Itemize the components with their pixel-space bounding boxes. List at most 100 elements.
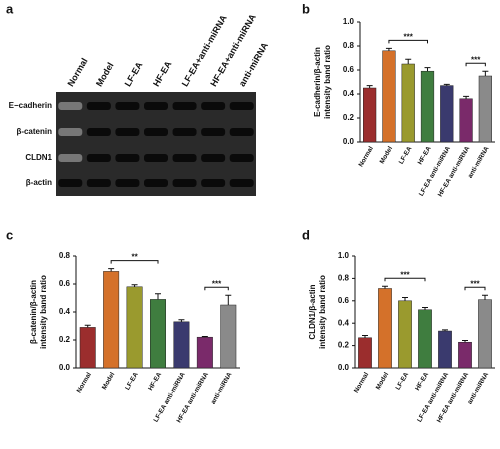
panel-label: a (6, 1, 14, 16)
y-axis-label: intensity band ratio (39, 275, 48, 349)
band (201, 102, 226, 110)
significance-label: *** (471, 55, 481, 64)
bar (196, 336, 213, 369)
band (172, 102, 197, 110)
bar (420, 70, 435, 143)
band (201, 179, 226, 187)
y-tick-label: 0.8 (59, 251, 71, 260)
bar (458, 341, 472, 369)
x-tick-label: Normal (358, 145, 375, 168)
bar (220, 304, 237, 369)
protein-label: E−cadherin (9, 101, 52, 110)
bar (440, 85, 454, 143)
panel-label: d (302, 227, 310, 242)
lane-label: LF-EA (123, 60, 145, 88)
error-bar (382, 285, 388, 289)
protein-label: β-catenin (16, 127, 52, 136)
x-tick-label: LF-EA (395, 371, 411, 391)
band (201, 154, 226, 162)
significance-bracket (464, 286, 486, 291)
band (115, 179, 140, 187)
error-bar (462, 340, 468, 343)
band (144, 179, 168, 187)
band (115, 102, 140, 110)
x-tick-label: Model (379, 145, 395, 165)
significance-label: *** (470, 279, 480, 288)
error-bar (402, 296, 408, 301)
y-tick-label: 0.8 (343, 41, 355, 50)
band (86, 179, 111, 187)
y-tick-label: 0.2 (338, 341, 350, 350)
x-tick-label: HF-EA (414, 371, 430, 392)
error-bar (463, 95, 470, 99)
band (86, 102, 111, 110)
bar (382, 50, 396, 143)
x-tick-label: LF-EA (398, 145, 414, 165)
error-bar (366, 85, 373, 88)
y-tick-label: 0.8 (338, 274, 350, 283)
bar (459, 98, 473, 143)
y-tick-label: 1.0 (338, 251, 350, 260)
y-tick-label: 1.0 (343, 17, 355, 26)
band (172, 179, 197, 187)
error-bar (385, 47, 392, 51)
y-axis-label: intensity band ratio (318, 275, 327, 349)
significance-bracket (465, 62, 486, 67)
significance-label: *** (212, 279, 222, 288)
band (86, 154, 111, 162)
y-tick-label: 0.2 (59, 335, 71, 344)
bar (398, 300, 412, 369)
x-tick-label: HF-EA (147, 371, 163, 392)
bar (478, 299, 492, 369)
bar (358, 337, 372, 369)
error-bar (482, 70, 489, 76)
y-tick-label: 0.0 (59, 363, 71, 372)
band (86, 128, 111, 136)
x-tick-label: Normal (76, 371, 93, 394)
significance-label: ** (131, 253, 138, 262)
significance-bracket (204, 286, 229, 291)
bar (103, 271, 120, 369)
error-bar (108, 268, 115, 272)
bar (363, 87, 377, 143)
band (229, 154, 254, 162)
error-bar (362, 335, 368, 338)
error-bar (201, 336, 208, 338)
band (115, 154, 140, 162)
error-bar (424, 67, 431, 72)
significance-label: *** (400, 270, 410, 279)
band (58, 128, 83, 136)
y-tick-label: 0.6 (338, 296, 350, 305)
bar (418, 309, 432, 369)
x-tick-label: Model (375, 371, 391, 391)
error-bar (178, 319, 185, 322)
band (201, 128, 226, 136)
x-tick-label: Normal (353, 371, 370, 394)
lane-label: Normal (65, 56, 89, 88)
band (115, 128, 140, 136)
bar (126, 286, 143, 369)
error-bar (155, 293, 161, 300)
significance-bracket (388, 39, 428, 44)
band (58, 102, 83, 110)
band (172, 154, 197, 162)
error-bar (405, 58, 412, 64)
panel-label: c (6, 227, 13, 242)
bar (150, 299, 166, 369)
y-axis-label: intensity band ratio (323, 45, 332, 119)
significance-bracket (384, 277, 426, 282)
error-bar (443, 83, 450, 86)
x-tick-label: LF-EA (124, 371, 140, 391)
y-tick-label: 0.0 (338, 363, 350, 372)
band (229, 128, 254, 136)
x-tick-label: anti-miRNA (466, 371, 490, 405)
x-tick-label: anti-miRNA (210, 371, 234, 405)
y-axis-label: E-cadherin/β-actin (313, 47, 322, 117)
y-tick-label: 0.6 (59, 279, 71, 288)
significance-bracket (110, 260, 159, 264)
bar (173, 321, 190, 369)
band (229, 179, 254, 187)
band (172, 128, 197, 136)
bar (438, 330, 452, 369)
